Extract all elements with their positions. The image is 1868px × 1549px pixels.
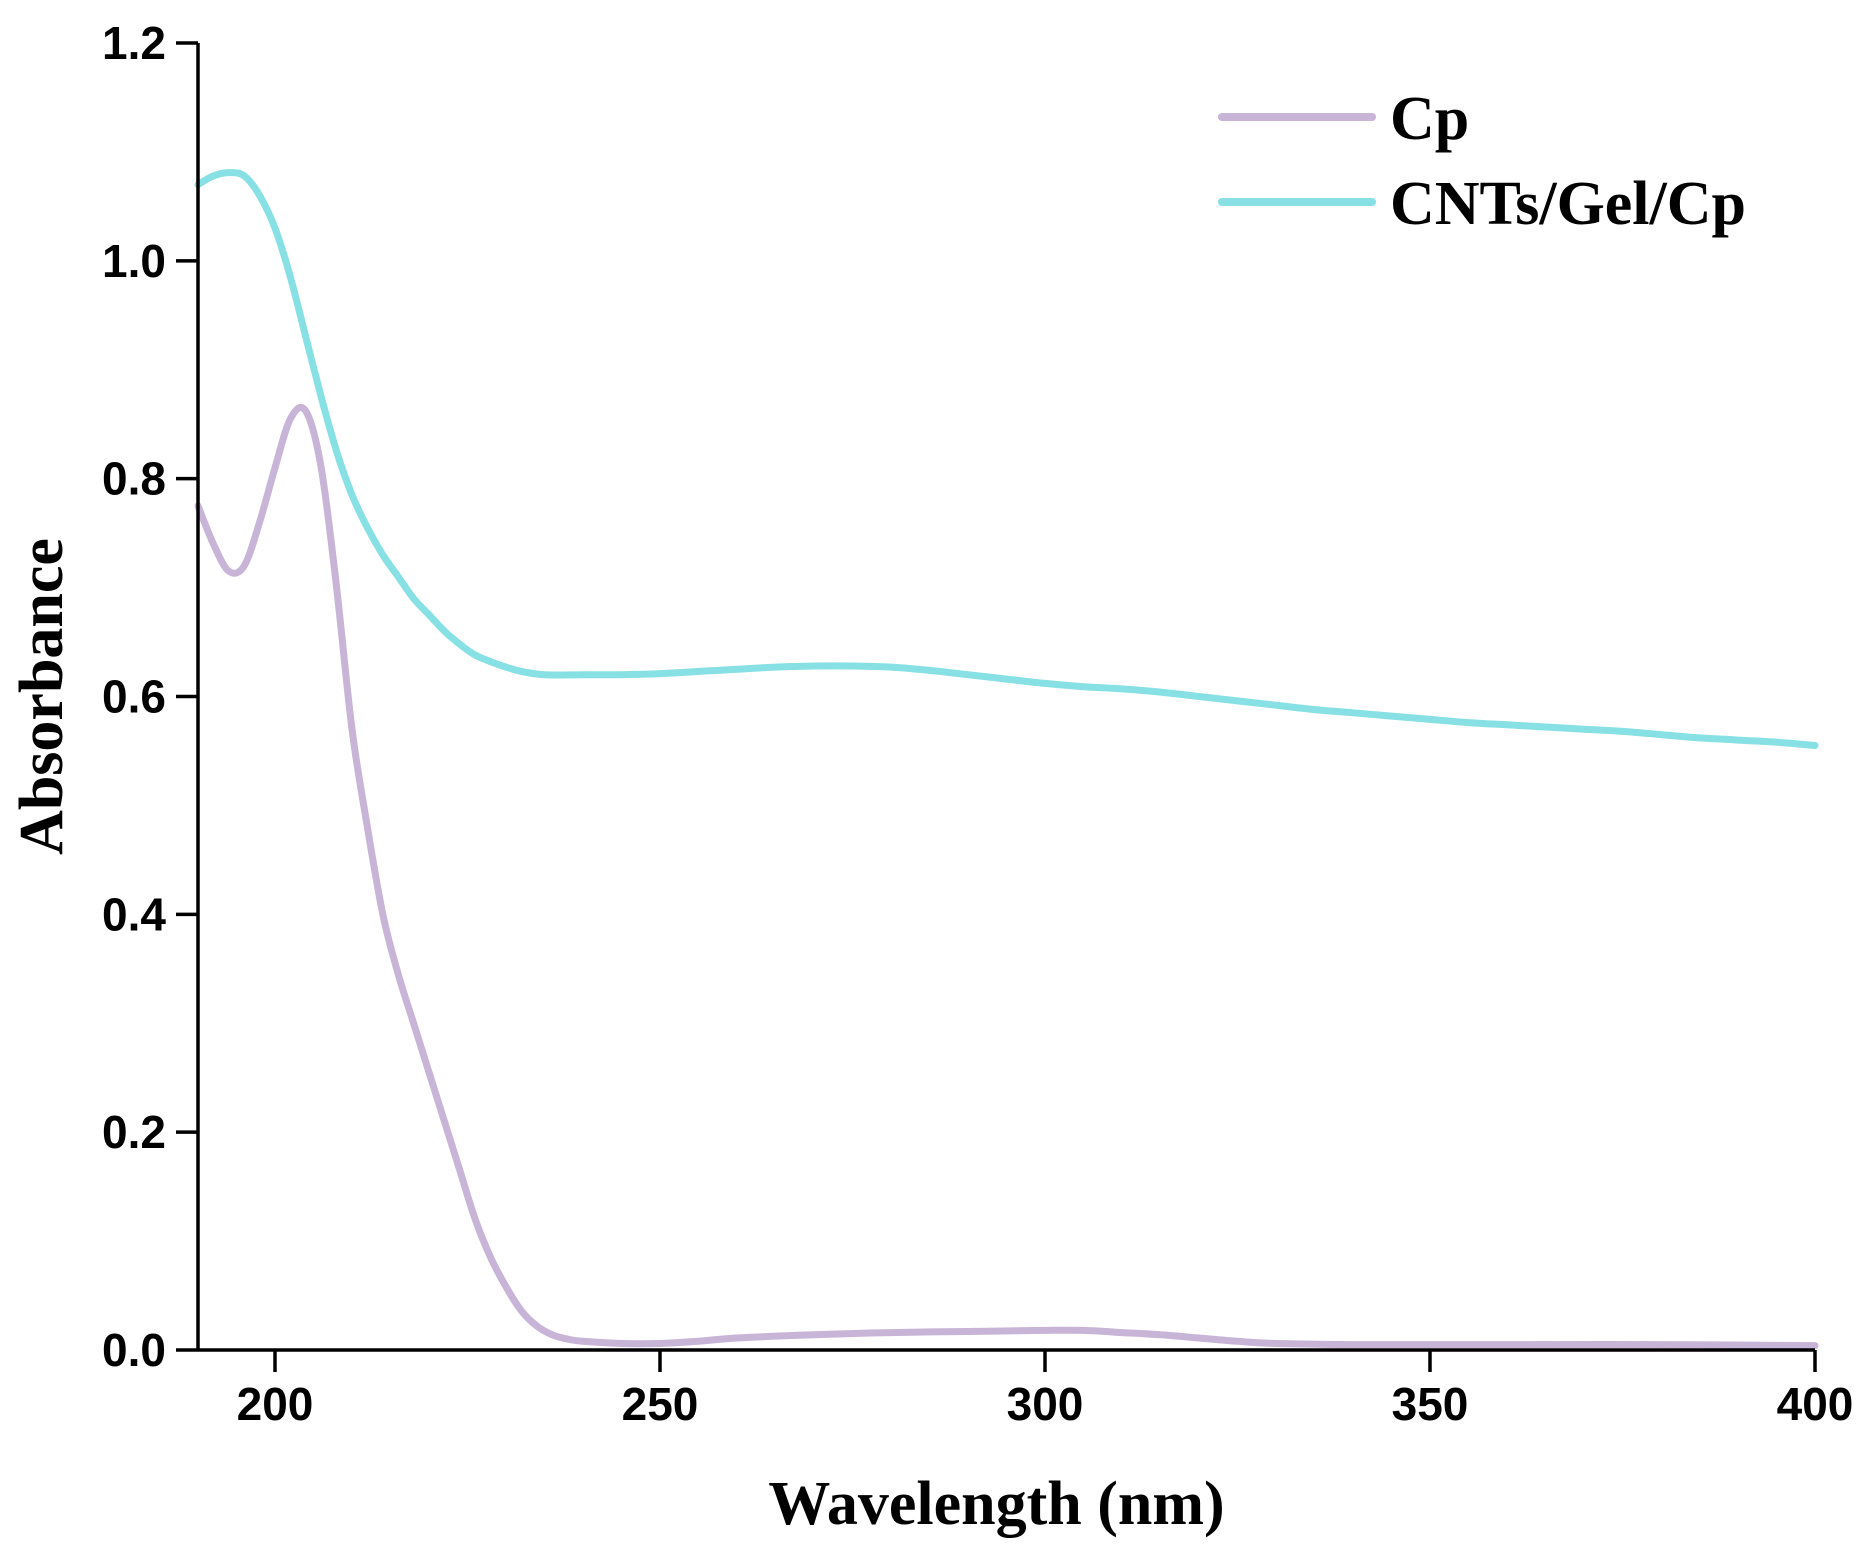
x-tick-label: 250 xyxy=(622,1378,699,1430)
y-tick-label: 0.0 xyxy=(102,1324,166,1376)
legend-label: Cp xyxy=(1390,85,1469,153)
x-axis-title: Wavelength (nm) xyxy=(768,1470,1224,1538)
y-tick-label: 1.0 xyxy=(102,235,166,287)
x-tick-label: 200 xyxy=(237,1378,314,1430)
legend-label: CNTs/Gel/Cp xyxy=(1390,170,1746,238)
y-tick-label: 0.8 xyxy=(102,453,166,505)
y-tick-label: 0.4 xyxy=(102,888,166,940)
y-tick-label: 0.2 xyxy=(102,1106,166,1158)
legend: Cp CNTs/Gel/Cp xyxy=(1218,85,1746,238)
series-line-cnts-gel-cp xyxy=(194,169,1819,749)
y-tick-label: 0.6 xyxy=(102,671,166,723)
x-tick-label: 300 xyxy=(1007,1378,1084,1430)
x-tick-label: 350 xyxy=(1392,1378,1469,1430)
series-line-cp xyxy=(194,403,1819,1350)
y-tick-label: 1.2 xyxy=(102,17,166,69)
series-layer xyxy=(194,169,1819,1350)
x-tick-label: 400 xyxy=(1777,1378,1854,1430)
ticks-layer: 0.0 0.2 0.4 0.6 0.8 1.0 1.2 200 250 300 350 400 xyxy=(102,17,1853,1430)
axes-layer xyxy=(196,43,1815,1352)
y-axis-title: Absorbance xyxy=(8,538,76,855)
